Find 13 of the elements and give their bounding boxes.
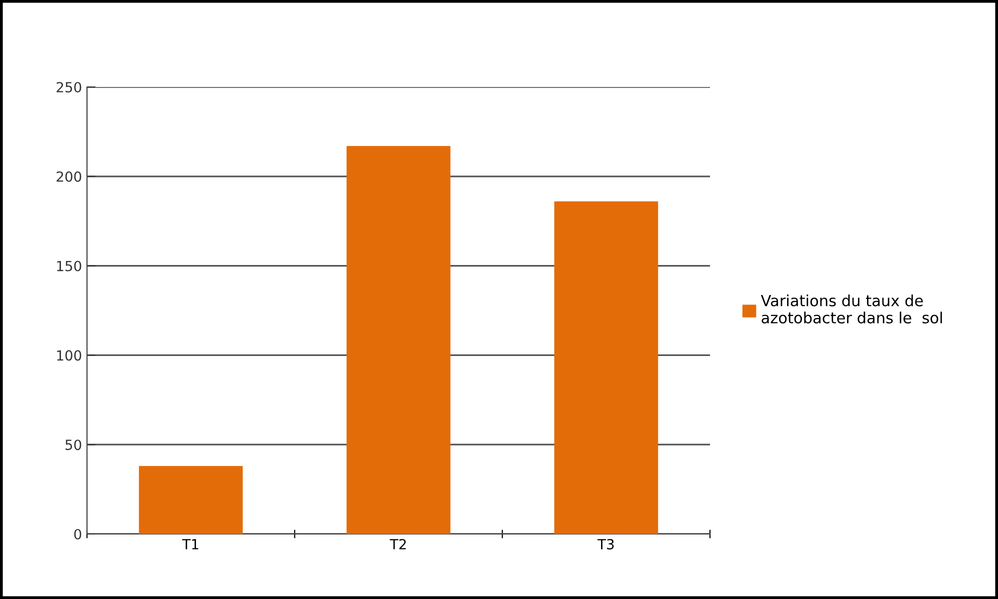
y-tick-label: 0 (74, 528, 82, 540)
y-tick-label: 200 (56, 171, 82, 182)
bar (554, 201, 658, 534)
y-tick-label: 100 (57, 350, 82, 361)
y-tick-label: 50 (66, 440, 82, 450)
bar (138, 466, 243, 534)
x-tick-label: T1 (182, 539, 198, 550)
bar (346, 146, 450, 534)
x-tick-label: T3 (597, 538, 614, 550)
x-tick-label: T2 (390, 538, 406, 550)
y-tick-label: 150 (57, 260, 82, 272)
y-tick-label: 250 (56, 82, 82, 92)
legend-label: Variations du taux de azotobacter dans le sol (760, 294, 942, 324)
